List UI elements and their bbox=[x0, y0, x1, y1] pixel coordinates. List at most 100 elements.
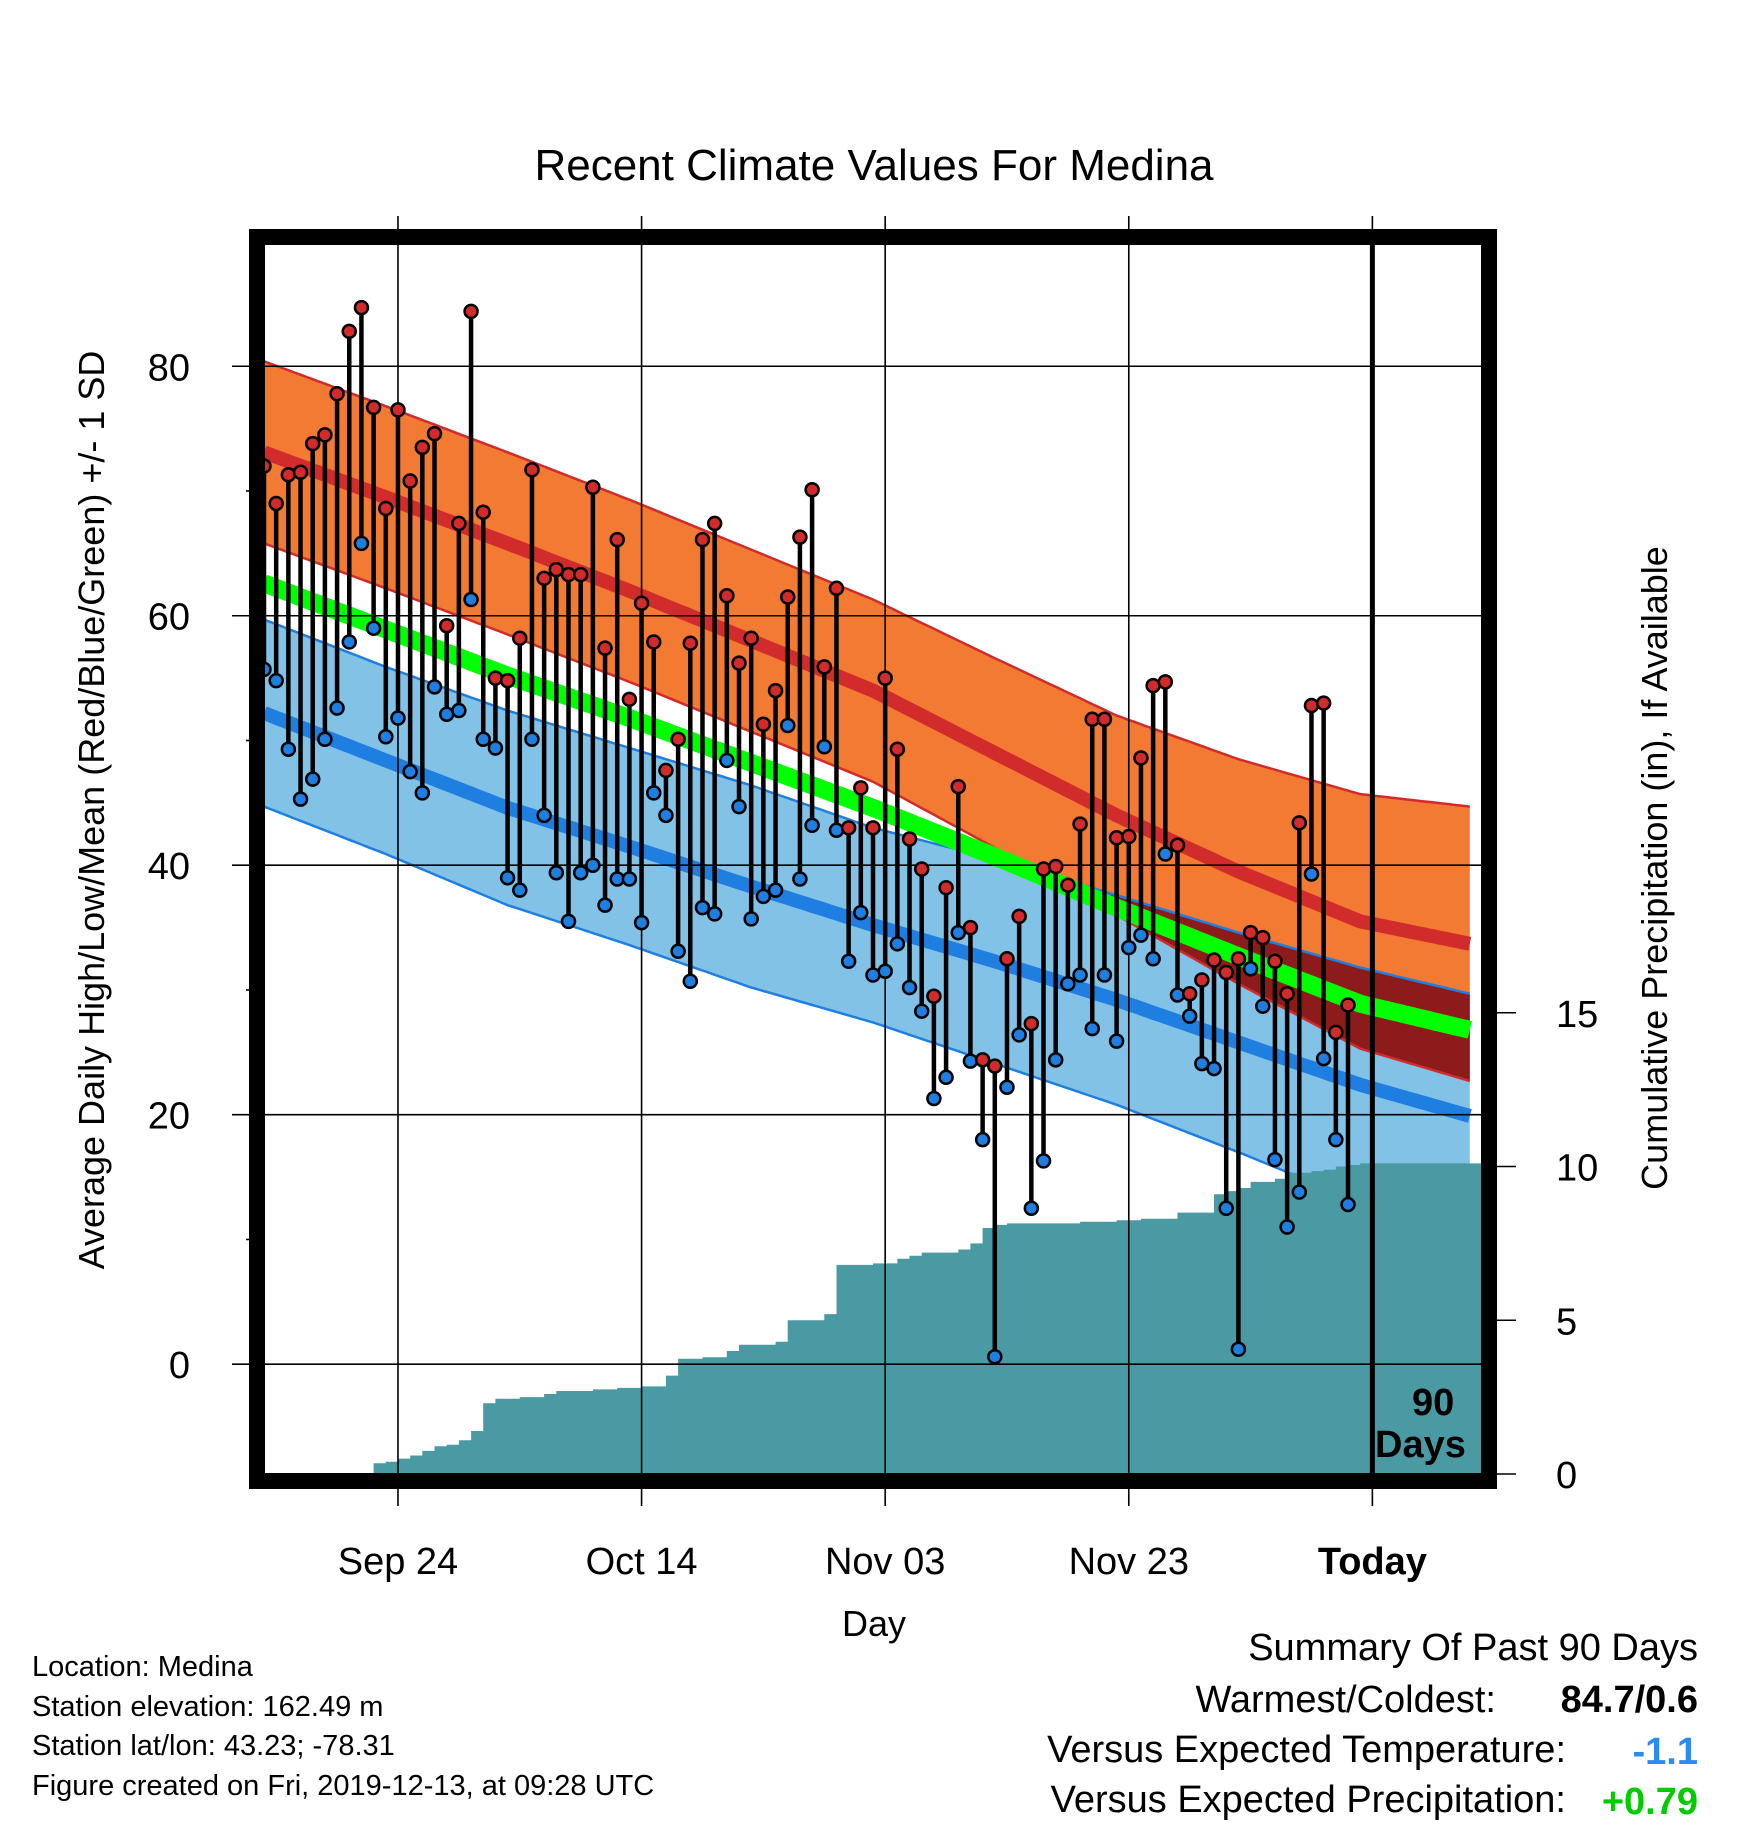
daily-low-point bbox=[999, 1079, 1015, 1096]
daily-low-point bbox=[414, 785, 431, 801]
daily-low-point bbox=[1303, 866, 1320, 882]
info-latlon: Station lat/lon: 43.23; -78.31 bbox=[32, 1730, 395, 1762]
daily-high-point bbox=[694, 531, 711, 548]
summary-precip-value: +0.79 bbox=[1602, 1781, 1698, 1823]
summary-warmest-label: Warmest/Coldest: bbox=[1195, 1679, 1496, 1721]
daily-high-point bbox=[670, 731, 686, 747]
daily-high-point bbox=[987, 1058, 1003, 1074]
daily-stems bbox=[261, 307, 1351, 1357]
daily-low-point bbox=[378, 728, 394, 745]
daily-high-point bbox=[816, 659, 833, 675]
daily-high-point bbox=[365, 399, 382, 416]
x-tick-label: Oct 14 bbox=[586, 1541, 698, 1583]
daily-high-point bbox=[1121, 828, 1137, 845]
x-tick-label: Sep 24 bbox=[338, 1541, 458, 1583]
daily-high-point bbox=[378, 500, 394, 517]
daily-high-point bbox=[731, 655, 747, 671]
normal-low-line bbox=[264, 706, 1472, 1123]
daily-low-point bbox=[524, 731, 540, 747]
daily-high-point bbox=[767, 682, 784, 699]
daily-low-point bbox=[1206, 1060, 1222, 1077]
daily-high-point bbox=[341, 323, 358, 340]
daily-high-point bbox=[792, 529, 808, 545]
x-tick-label: Nov 03 bbox=[825, 1541, 945, 1583]
daily-high-point bbox=[1218, 964, 1234, 981]
daily-high-point bbox=[536, 570, 552, 587]
daily-low-point bbox=[1072, 967, 1088, 983]
daily-low-point bbox=[779, 717, 796, 734]
daily-low-point bbox=[1023, 1200, 1040, 1217]
daily-high-point bbox=[877, 670, 893, 686]
y-tick-label: 40 bbox=[148, 846, 190, 888]
daily-high-point bbox=[451, 515, 467, 532]
plot-fills bbox=[264, 360, 1482, 1474]
daily-low-point bbox=[877, 963, 893, 980]
daily-high-point bbox=[865, 820, 881, 836]
daily-high-point bbox=[463, 303, 479, 320]
y2-tick-label: 15 bbox=[1556, 994, 1598, 1036]
daily-high-point bbox=[840, 820, 857, 836]
daily-low-point bbox=[572, 864, 589, 881]
daily-high-point bbox=[1011, 908, 1027, 925]
daily-high-point bbox=[1279, 985, 1295, 1002]
daily-high-point bbox=[1023, 1015, 1040, 1032]
normal-mean-line bbox=[264, 574, 1472, 1039]
high-band-lower-edge bbox=[264, 542, 1471, 1083]
daily-high-point bbox=[682, 635, 699, 651]
daily-high-point bbox=[438, 617, 455, 634]
y2-tick-label: 5 bbox=[1556, 1301, 1577, 1343]
daily-low-point bbox=[536, 807, 552, 824]
daily-high-point bbox=[1230, 951, 1247, 967]
daily-high-point bbox=[1072, 816, 1088, 832]
low-band-lower-edge bbox=[264, 805, 1471, 1240]
daily-high-point bbox=[1315, 695, 1332, 711]
daily-high-point bbox=[1060, 877, 1076, 893]
daily-low-point bbox=[560, 913, 577, 930]
daily-high-point bbox=[292, 464, 309, 481]
daily-low-point bbox=[512, 882, 528, 898]
daily-low-point bbox=[353, 535, 370, 552]
daily-high-point bbox=[414, 439, 431, 456]
daily-high-point bbox=[1157, 674, 1174, 690]
summary-precip-label: Versus Expected Precipitation: bbox=[1051, 1779, 1566, 1821]
daily-low-point bbox=[938, 1069, 954, 1086]
summary-temp-label: Versus Expected Temperature: bbox=[1047, 1729, 1566, 1771]
daily-high-point bbox=[304, 435, 321, 452]
daily-low-point bbox=[292, 791, 309, 807]
daily-low-point bbox=[889, 936, 906, 952]
daily-low-point bbox=[621, 871, 638, 887]
daily-low-point bbox=[280, 741, 297, 757]
info-location: Location: Medina bbox=[32, 1651, 254, 1683]
y-tick-label: 80 bbox=[148, 347, 190, 389]
daily-high-point bbox=[974, 1052, 991, 1068]
daily-low-point bbox=[670, 943, 686, 960]
daily-low-point bbox=[1218, 1200, 1234, 1217]
daily-high-point bbox=[828, 580, 845, 597]
daily-low-point bbox=[304, 771, 321, 787]
daily-high-point bbox=[1303, 697, 1320, 714]
daily-high-point bbox=[1267, 953, 1283, 970]
summary-temp-value: -1.1 bbox=[1633, 1731, 1698, 1773]
daily-high-point bbox=[524, 462, 540, 478]
daily-low-point bbox=[1328, 1131, 1344, 1148]
daily-low-point bbox=[1242, 961, 1259, 977]
daily-low-point bbox=[719, 752, 735, 769]
daily-low-point bbox=[1084, 1020, 1100, 1037]
daily-points bbox=[256, 299, 1356, 1365]
daily-high-point bbox=[499, 672, 516, 689]
daily-low-point bbox=[317, 731, 333, 747]
daily-low-point bbox=[633, 914, 650, 931]
daily-low-point bbox=[658, 807, 674, 824]
daily-low-point bbox=[499, 869, 516, 886]
daily-low-point bbox=[706, 906, 723, 922]
daily-high-point bbox=[426, 425, 443, 442]
daily-low-point bbox=[463, 591, 479, 608]
summary-warmest-value: 84.7/0.6 bbox=[1561, 1679, 1698, 1721]
daily-low-point bbox=[828, 822, 845, 839]
x-axis-label: Day bbox=[842, 1603, 906, 1644]
y2-tick-label: 10 bbox=[1556, 1148, 1598, 1190]
daily-low-point bbox=[426, 679, 443, 695]
daily-high-point bbox=[1194, 972, 1210, 988]
daily-low-point bbox=[1035, 1153, 1052, 1169]
daily-high-point bbox=[633, 595, 650, 612]
